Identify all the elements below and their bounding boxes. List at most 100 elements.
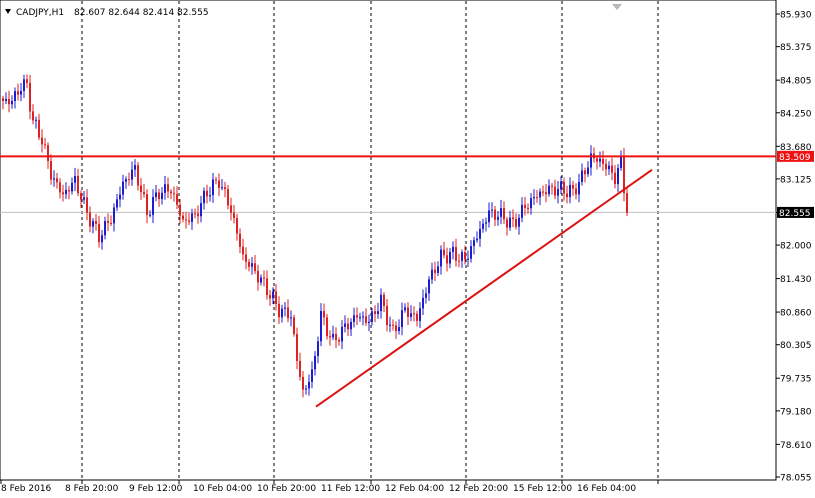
candle-body (68, 189, 70, 192)
candle-body (125, 179, 127, 182)
candle-body (602, 158, 604, 164)
candle-body (371, 311, 373, 322)
candle-body (293, 317, 295, 335)
candle-body (533, 197, 535, 199)
candle-body (17, 91, 19, 95)
candle-body (113, 207, 115, 224)
candle-body (308, 381, 310, 389)
candle-body (380, 294, 382, 312)
candle-body (224, 187, 226, 190)
candle-body (200, 203, 202, 217)
candle-body (188, 220, 190, 222)
candle-body (71, 182, 73, 192)
candle-body (614, 172, 616, 185)
candle-body (269, 295, 271, 299)
candle-body (479, 228, 481, 239)
candle-body (53, 178, 55, 180)
candle-body (185, 219, 187, 221)
candle-body (194, 213, 196, 215)
candle-body (398, 327, 400, 331)
candle-body (431, 269, 433, 280)
candle-body (488, 210, 490, 223)
candle-body (131, 169, 133, 180)
candle-body (281, 308, 283, 318)
ohlc-readout: 82.607 82.644 82.414 82.555 (74, 8, 209, 18)
candle-body (608, 165, 610, 170)
candle-body (620, 156, 622, 168)
chart-shift-marker[interactable] (612, 4, 622, 10)
candles (2, 74, 628, 398)
candle-body (263, 277, 265, 279)
candle-body (359, 317, 361, 319)
symbol-dropdown-icon[interactable] (5, 9, 11, 14)
candle-body (446, 255, 448, 264)
candle-body (47, 145, 49, 162)
candle-body (95, 221, 97, 224)
x-tick-label: 12 Feb 20:00 (449, 484, 508, 494)
candle-body (296, 334, 298, 361)
candle-body (497, 216, 499, 220)
candle-body (422, 297, 424, 309)
candle-body (140, 185, 142, 192)
symbol-label: CADJPY,H1 (16, 8, 64, 18)
candle-body (251, 263, 253, 267)
candle-body (425, 293, 427, 298)
candle-body (233, 212, 235, 219)
chart-header: CADJPY,H1 82.607 82.644 82.414 82.555 (5, 8, 209, 18)
candle-body (245, 254, 247, 262)
candle-body (575, 188, 577, 195)
y-tick-label: 82.000 (780, 242, 812, 252)
candle-body (305, 388, 307, 390)
candle-body (440, 249, 442, 267)
candle-body (83, 197, 85, 200)
candle-body (530, 198, 532, 209)
vertical-grid (81, 1, 659, 480)
candle-body (155, 192, 157, 198)
candle-body (626, 193, 628, 213)
candle-body (110, 223, 112, 225)
x-tick-label: 10 Feb 04:00 (193, 484, 252, 494)
candle-body (509, 217, 511, 228)
candle-body (503, 208, 505, 220)
candle-body (494, 209, 496, 220)
y-tick-label: 85.375 (780, 43, 812, 53)
candle-body (92, 221, 94, 227)
x-tick-label: 8 Feb 2016 (1, 484, 52, 494)
x-tick-label: 9 Feb 12:00 (129, 484, 183, 494)
candle-body (182, 215, 184, 220)
candle-body (80, 193, 82, 200)
trend-line[interactable] (315, 168, 653, 408)
candle-body (527, 207, 529, 209)
candle-body (50, 161, 52, 180)
resistance-tag: 83.509 (777, 150, 814, 163)
time-axis: 8 Feb 2016 8 Feb 20:00 9 Feb 12:00 10 Feb 0… (0, 480, 659, 494)
candle-body (161, 192, 163, 200)
candle-body (314, 355, 316, 370)
candle-body (587, 167, 589, 175)
candle-body (623, 156, 625, 194)
candle-body (329, 336, 331, 338)
candle-body (455, 246, 457, 261)
current-price-label: 82.555 (779, 209, 811, 219)
candle-body (326, 317, 328, 337)
candle-body (98, 223, 100, 243)
candle-body (317, 341, 319, 356)
candle-body (239, 233, 241, 247)
candle-body (5, 98, 7, 102)
candle-body (557, 189, 559, 196)
candle-body (590, 153, 592, 168)
candle-body (128, 179, 130, 181)
candle-body (521, 204, 523, 218)
candle-body (419, 308, 421, 321)
x-tick-label: 16 Feb 04:00 (577, 484, 636, 494)
candle-body (413, 313, 415, 315)
x-tick-label: 15 Feb 12:00 (513, 484, 572, 494)
candle-body (464, 252, 466, 260)
candle-body (221, 187, 223, 189)
candle-body (26, 79, 28, 83)
candle-body (275, 291, 277, 304)
candle-body (149, 214, 151, 216)
y-tick-label: 83.125 (780, 175, 812, 185)
candle-body (62, 192, 64, 195)
